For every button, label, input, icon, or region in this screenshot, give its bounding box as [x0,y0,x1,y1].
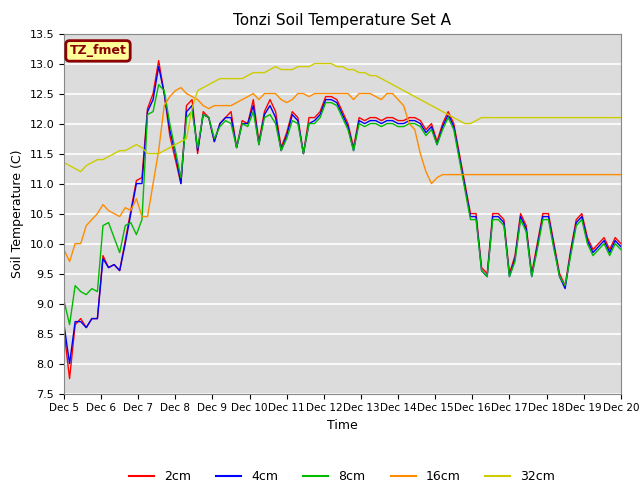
Legend: 2cm, 4cm, 8cm, 16cm, 32cm: 2cm, 4cm, 8cm, 16cm, 32cm [124,465,561,480]
X-axis label: Time: Time [327,419,358,432]
Title: Tonzi Soil Temperature Set A: Tonzi Soil Temperature Set A [234,13,451,28]
Y-axis label: Soil Temperature (C): Soil Temperature (C) [11,149,24,278]
Text: TZ_fmet: TZ_fmet [70,44,127,58]
